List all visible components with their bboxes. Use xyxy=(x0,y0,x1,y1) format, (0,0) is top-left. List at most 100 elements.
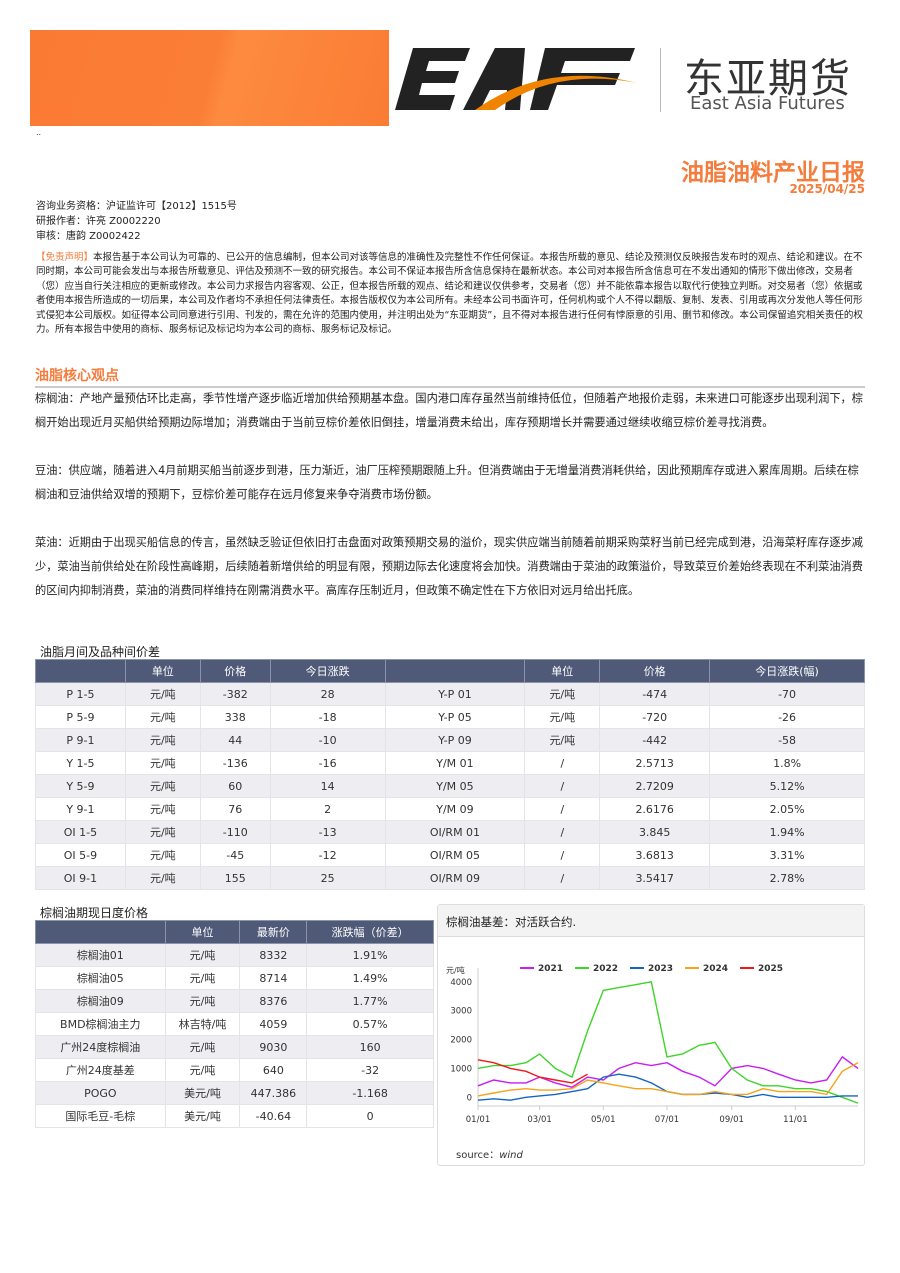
x-tick-label: 01/01 xyxy=(466,1115,491,1125)
table-cell: 2.05% xyxy=(709,797,865,821)
series-line-2023 xyxy=(477,1073,858,1101)
core-heading: 油脂核心观点 xyxy=(35,365,865,388)
palm-view: 棕榈油：产地产量预估环比走高，季节性增产逐步临近增加供给预期基本盘。国内港口库存… xyxy=(35,392,863,429)
table-row: Y 5-9 元/吨 60 14 Y/M 05/2.7209 5.12% xyxy=(35,774,865,798)
y-tick-label: 1000 xyxy=(450,1064,472,1074)
table-cell: 9030 xyxy=(239,1035,308,1059)
column-header: 单位 xyxy=(124,659,201,683)
source-label: source： xyxy=(456,1150,500,1161)
table-cell: -58 xyxy=(709,728,865,752)
table-cell: 2.6176 xyxy=(599,797,711,821)
table-row: 棕榈油09 元/吨 8376 1.77% xyxy=(35,989,434,1013)
table-row: OI 9-1 元/吨 155 25 OI/RM 09/3.5417 2.78% xyxy=(35,866,865,890)
table-cell: / xyxy=(524,843,601,867)
column-header: 价格 xyxy=(199,659,271,683)
table-row: 广州24度棕榈油 元/吨 9030 160 xyxy=(35,1035,434,1059)
table-cell: 155 xyxy=(199,866,271,890)
table-cell: 2.5713 xyxy=(599,751,711,775)
author: 研报作者：许亮 Z0002220 xyxy=(36,216,161,227)
table-cell: -1.168 xyxy=(306,1081,434,1105)
table-cell: -10 xyxy=(269,728,386,752)
column-header: 单位 xyxy=(164,920,241,944)
table-cell: OI 9-1 xyxy=(35,866,126,890)
table-cell: 44 xyxy=(199,728,271,752)
table-cell: Y-P 05 xyxy=(384,705,526,729)
header-banner xyxy=(30,30,389,126)
table-cell: 林吉特/吨 xyxy=(164,1012,241,1036)
reviewer: 审核：唐韵 Z0002422 xyxy=(36,231,141,242)
table-cell: 元/吨 xyxy=(524,682,601,706)
table-cell: 广州24度基差 xyxy=(35,1058,166,1082)
table-row: 棕榈油01 元/吨 8332 1.91% xyxy=(35,943,434,967)
table-cell: 8376 xyxy=(239,989,308,1013)
table-cell: 640 xyxy=(239,1058,308,1082)
table-cell: 1.91% xyxy=(306,943,434,967)
table-cell: -16 xyxy=(269,751,386,775)
table-cell: -136 xyxy=(199,751,271,775)
brand-name-cn: 东亚期货 xyxy=(684,56,852,102)
legend-label-2024: 2024 xyxy=(703,964,728,974)
table-cell: 元/吨 xyxy=(164,989,241,1013)
table-cell: -45 xyxy=(199,843,271,867)
table-cell: 国际毛豆-毛棕 xyxy=(35,1104,166,1128)
table-cell: OI 1-5 xyxy=(35,820,126,844)
spread-table: 单位 价格 今日涨跌 单位 价格 今日涨跌(幅) P 1-5 元/吨 -382 28 Y-P 01 元… xyxy=(35,659,865,890)
table-cell: 1.77% xyxy=(306,989,434,1013)
legend-label-2021: 2021 xyxy=(538,964,563,974)
y-tick-label: 3000 xyxy=(450,1007,472,1017)
table-cell: 1.8% xyxy=(709,751,865,775)
report-date: 2025/04/25 xyxy=(789,182,865,196)
table-cell: BMD棕榈油主力 xyxy=(35,1012,166,1036)
table-cell: 元/吨 xyxy=(124,705,201,729)
table-cell: -26 xyxy=(709,705,865,729)
y-tick-label: 4000 xyxy=(450,978,472,988)
license: 咨询业务资格：沪证监许可【2012】1515号 xyxy=(36,201,237,212)
column-header xyxy=(35,920,166,944)
table-cell: Y/M 05 xyxy=(384,774,526,798)
table-cell: 元/吨 xyxy=(124,866,201,890)
table-cell: 28 xyxy=(269,682,386,706)
table-cell: Y 5-9 xyxy=(35,774,126,798)
marker: .. xyxy=(36,128,42,137)
table-cell: Y/M 09 xyxy=(384,797,526,821)
basis-chart: 元/吨 0 1000 2000 3000 4000 01/01 03/01 05/01 07/01… xyxy=(446,964,859,1125)
table-cell: / xyxy=(524,797,601,821)
table-cell: 160 xyxy=(306,1035,434,1059)
table-cell: OI/RM 09 xyxy=(384,866,526,890)
table-cell: Y 1-5 xyxy=(35,751,126,775)
legend-label-2025: 2025 xyxy=(758,964,783,974)
table-row: 国际毛豆-毛棕 美元/吨 -40.64 0 xyxy=(35,1104,434,1128)
table-cell: OI/RM 05 xyxy=(384,843,526,867)
header-row: 单位 价格 今日涨跌 单位 价格 今日涨跌(幅) xyxy=(35,659,865,683)
palm-table-caption: 棕榈油期现日度价格 xyxy=(40,906,149,920)
table-cell: 3.845 xyxy=(599,820,711,844)
eaf-logo xyxy=(395,48,637,110)
disclaimer: 【免责声明】本报告基于本公司认为可靠的、已公开的信息编制，但本公司对该等信息的准… xyxy=(36,251,866,337)
chart-source: source：wind xyxy=(456,1146,523,1161)
table-cell: 元/吨 xyxy=(124,843,201,867)
table-row: BMD棕榈油主力 林吉特/吨 4059 0.57% xyxy=(35,1012,434,1036)
table-row: OI 1-5 元/吨 -110 -13 OI/RM 01/3.845 1.94% xyxy=(35,820,865,844)
table-cell: 元/吨 xyxy=(124,682,201,706)
y-tick-label: 0 xyxy=(467,1093,472,1103)
table-cell: 3.5417 xyxy=(599,866,711,890)
table-cell: / xyxy=(524,751,601,775)
logo-divider xyxy=(660,48,661,112)
table-cell: 2 xyxy=(269,797,386,821)
table-cell: 美元/吨 xyxy=(164,1104,241,1128)
table-cell: 元/吨 xyxy=(164,1035,241,1059)
table-cell: -442 xyxy=(599,728,711,752)
table-row: POGO 美元/吨 447.386 -1.168 xyxy=(35,1081,434,1105)
table-cell: 3.31% xyxy=(709,843,865,867)
table-cell: 0.57% xyxy=(306,1012,434,1036)
table-cell: 338 xyxy=(199,705,271,729)
table-row: 棕榈油05 元/吨 8714 1.49% xyxy=(35,966,434,990)
x-tick-label: 05/01 xyxy=(591,1115,616,1125)
table-row: P 1-5 元/吨 -382 28 Y-P 01 元/吨 -474 -70 xyxy=(35,682,865,706)
disclaimer-text: 本报告基于本公司认为可靠的、已公开的信息编制，但本公司对该等信息的准确性及完整性… xyxy=(36,252,863,336)
series-line-2025 xyxy=(477,1059,588,1084)
table-cell: 元/吨 xyxy=(524,705,601,729)
table-cell: 4059 xyxy=(239,1012,308,1036)
core-views: 棕榈油：产地产量预估环比走高，季节性增产逐步临近增加供给预期基本盘。国内港口库存… xyxy=(35,387,867,627)
column-header: 最新价 xyxy=(239,920,308,944)
